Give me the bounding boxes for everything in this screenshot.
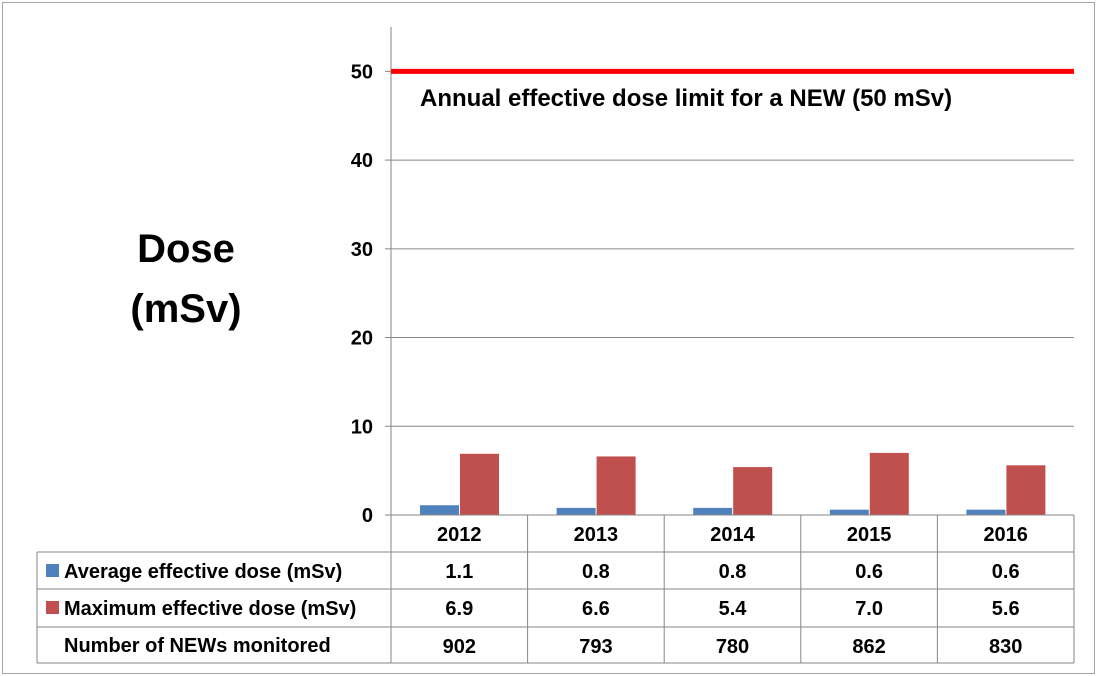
table-cell-value: 0.8: [582, 561, 610, 583]
category-label: 2012: [437, 524, 482, 546]
y-axis-label: Dose: [137, 227, 235, 271]
bar-average: [420, 505, 459, 515]
extra-row-name: Number of NEWs monitored: [64, 635, 331, 657]
y-tick-label: 10: [351, 416, 373, 438]
table-cell-value: 5.4: [719, 598, 748, 620]
table-cell-value: 830: [989, 636, 1022, 658]
table-cell-value: 6.9: [445, 598, 473, 620]
category-label: 2014: [710, 524, 755, 546]
y-tick-label: 30: [351, 239, 373, 261]
bar-average: [966, 509, 1006, 515]
series-name: Maximum effective dose (mSv): [64, 598, 356, 620]
category-label: 2015: [847, 524, 892, 546]
y-tick-label: 40: [351, 150, 373, 172]
table-cell-value: 5.6: [992, 598, 1020, 620]
legend-key-maximum: [46, 601, 59, 614]
bar-maximum: [460, 453, 499, 515]
table-cell-value: 6.6: [582, 598, 610, 620]
bar-maximum: [596, 456, 636, 515]
y-tick-label: 0: [362, 505, 373, 527]
bar-average: [693, 507, 733, 515]
table-cell-value: 0.6: [992, 561, 1020, 583]
y-axis-label: (mSv): [130, 287, 241, 331]
category-label: 2013: [574, 524, 619, 546]
table-cell-value: 0.6: [855, 561, 883, 583]
table-cell-value: 862: [852, 636, 885, 658]
series-name: Average effective dose (mSv): [64, 561, 342, 583]
y-tick-label: 20: [351, 328, 373, 350]
bar-maximum: [869, 452, 909, 515]
y-tick-label: 50: [351, 61, 373, 83]
reference-line-label: Annual effective dose limit for a NEW (5…: [420, 85, 952, 112]
bar-average: [556, 507, 596, 515]
legend-key-average: [46, 564, 59, 577]
table-cell-value: 902: [443, 636, 476, 658]
table-cell-value: 1.1: [445, 561, 473, 583]
category-label: 2016: [983, 524, 1028, 546]
bar-average: [829, 509, 869, 515]
table-cell-value: 793: [579, 636, 612, 658]
table-cell-value: 7.0: [855, 598, 883, 620]
table-cell-value: 0.8: [719, 561, 747, 583]
table-cell-value: 780: [716, 636, 749, 658]
bar-maximum: [1006, 465, 1046, 515]
bar-maximum: [733, 467, 773, 515]
